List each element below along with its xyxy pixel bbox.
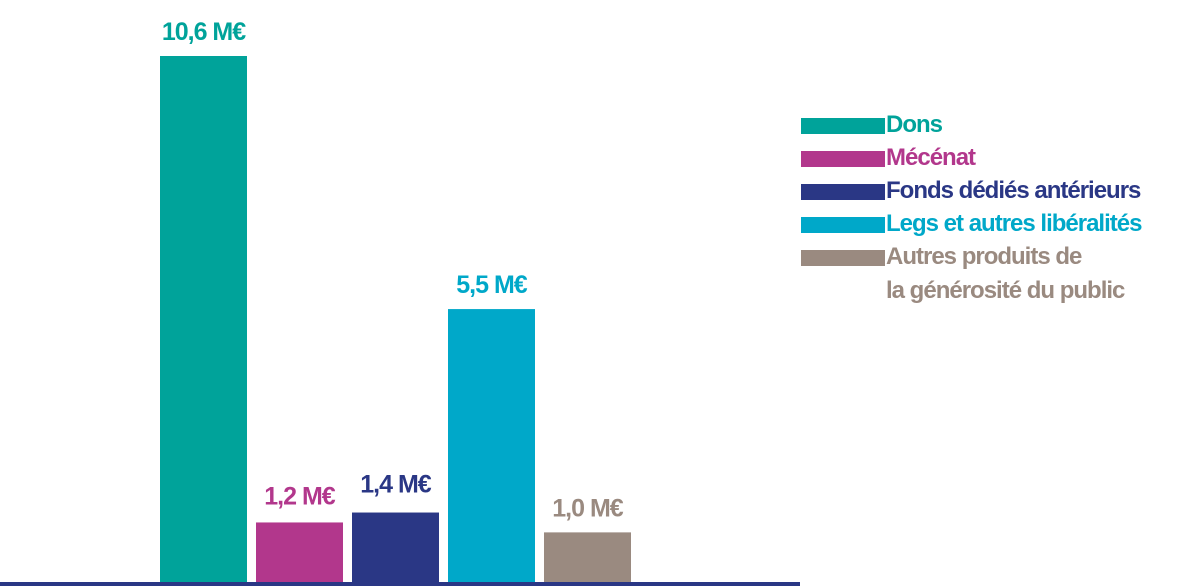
legend-swatch-legs (801, 217, 885, 233)
legend-label-fonds-dedies: Fonds dédiés antérieurs (886, 177, 1141, 204)
bar-dons (160, 56, 247, 582)
value-label-fonds-dedies: 1,4 M€ (360, 471, 432, 499)
legend-label-autres: Autres produits de la générosité du publ… (886, 240, 1125, 308)
bar-legs (448, 309, 535, 582)
legend-swatch-autres (801, 250, 885, 266)
value-label-mecenat: 1,2 M€ (264, 482, 336, 510)
value-label-dons: 10,6 M€ (162, 18, 246, 46)
legend-label-autres-line1: Autres produits de (886, 243, 1082, 270)
legend-label-mecenat: Mécénat (886, 144, 976, 171)
legend-label-legs: Legs et autres libéralités (886, 210, 1142, 237)
legend-label-dons: Dons (886, 111, 943, 138)
bar-mecenat (256, 522, 343, 582)
legend-swatch-dons (801, 118, 885, 134)
value-label-autres: 1,0 M€ (552, 494, 624, 522)
bars-group (160, 56, 631, 582)
value-label-legs: 5,5 M€ (456, 271, 528, 299)
bar-fonds-dedies (352, 512, 439, 582)
legend-label-autres-line2: la générosité du public (886, 277, 1125, 304)
legend-swatch-mecenat (801, 151, 885, 167)
legend-swatch-fonds-dedies (801, 184, 885, 200)
bar-autres (544, 532, 631, 582)
value-labels-group: 10,6 M€ 1,2 M€ 1,4 M€ 5,5 M€ 1,0 M€ (162, 18, 625, 522)
